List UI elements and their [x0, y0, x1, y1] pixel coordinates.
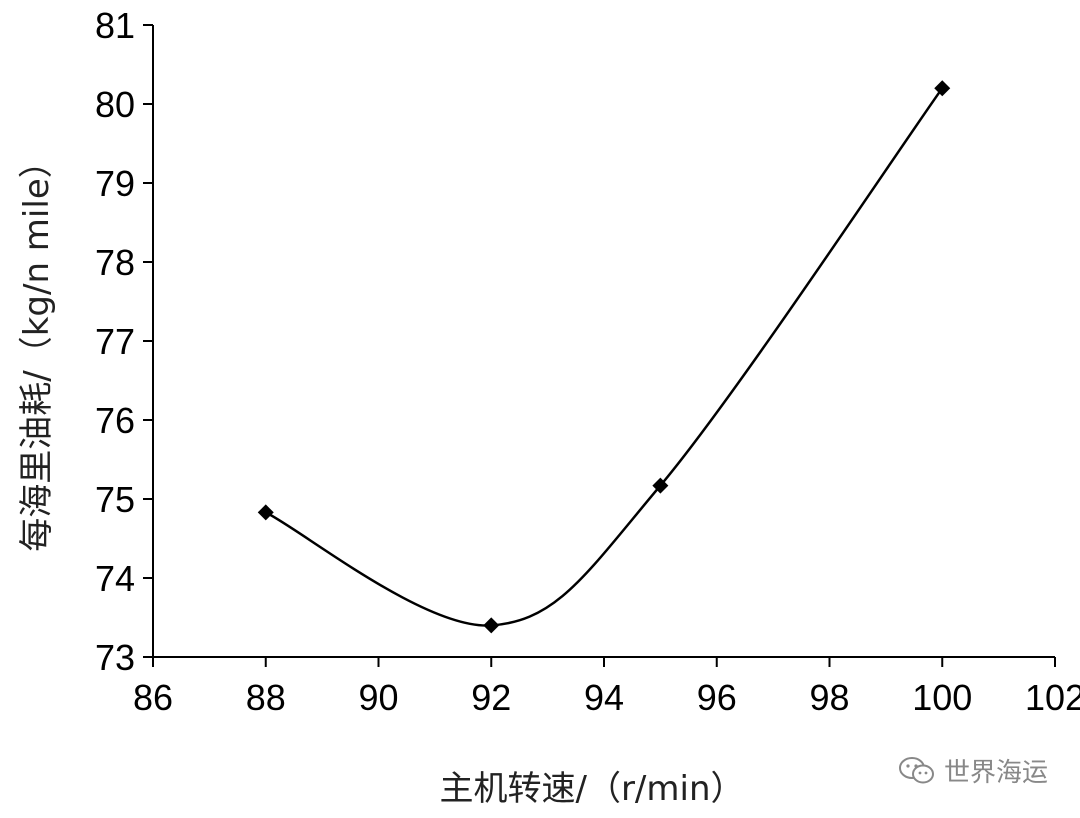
watermark-text: 世界海运: [944, 758, 1049, 788]
data-point-marker: [483, 617, 500, 634]
x-tick-label: 86: [133, 677, 173, 718]
x-tick-label: 98: [809, 677, 849, 718]
y-axis-title: 每海里油耗/（kg/n mile）: [17, 144, 57, 551]
y-tick-label: 79: [95, 163, 135, 204]
data-point-marker: [257, 504, 274, 521]
x-tick-label: 96: [697, 677, 737, 718]
x-tick-label: 90: [358, 677, 398, 718]
x-tick-label: 94: [584, 677, 624, 718]
x-tick-label: 102: [1025, 677, 1080, 718]
x-axis-ticks: 86 88 90 92 94 96 98 100 102: [133, 657, 1080, 718]
y-tick-label: 77: [95, 321, 135, 362]
y-tick-label: 81: [95, 5, 135, 46]
data-point-marker: [934, 80, 951, 97]
x-axis-title: 主机转速/（r/min）: [439, 769, 744, 809]
y-tick-label: 75: [95, 479, 135, 520]
y-tick-label: 78: [95, 242, 135, 283]
y-axis-ticks: 73 74 75 76 77 78 79 80 81: [95, 5, 153, 678]
series-line: [265, 87, 944, 627]
y-tick-label: 74: [95, 558, 135, 599]
x-tick-label: 88: [246, 677, 286, 718]
x-tick-label: 100: [912, 677, 972, 718]
data-markers: [257, 80, 951, 634]
y-tick-label: 73: [95, 637, 135, 678]
y-tick-label: 76: [95, 400, 135, 441]
wechat-icon: [899, 756, 934, 783]
data-point-marker: [652, 477, 669, 494]
watermark: 世界海运: [898, 752, 1048, 789]
x-tick-label: 92: [471, 677, 511, 718]
y-tick-label: 80: [95, 84, 135, 125]
